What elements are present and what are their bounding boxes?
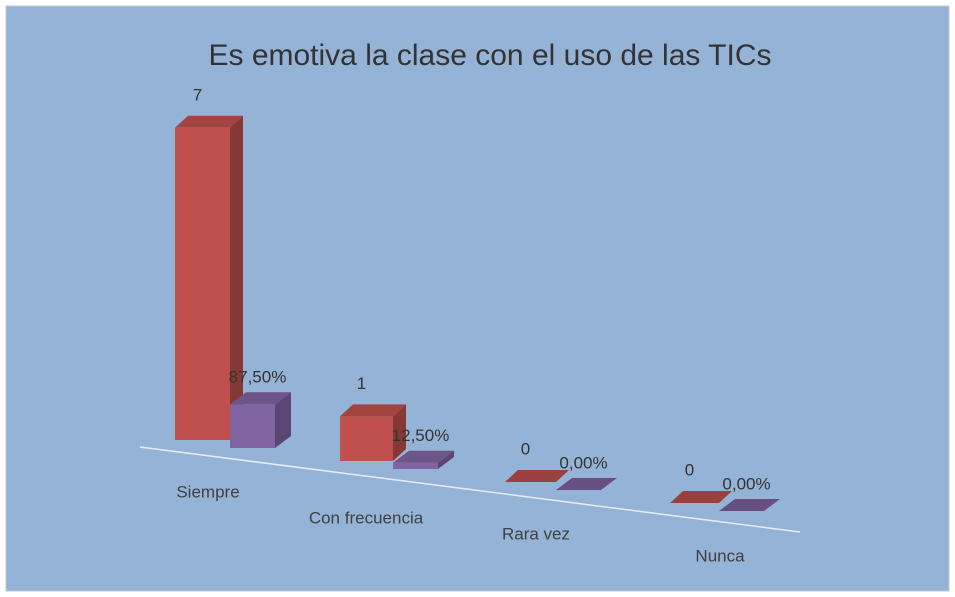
bar-top [175,115,243,128]
bar-top [670,491,732,503]
baseline [139,446,801,533]
value-label: 87,50% [229,368,287,387]
x-tick-label: Siempre [176,482,239,501]
value-label: 12,50% [392,426,450,445]
x-tick-label: Rara vez [502,524,570,543]
bar [230,404,275,448]
value-label: 7 [193,85,202,104]
bar-top [719,499,780,511]
chart-title: Es emotiva la clase con el uso de las TI… [208,39,771,72]
bar-top [556,478,617,490]
x-tick-label: Nunca [695,546,745,565]
bar-side [393,404,406,461]
chart-background [5,5,950,592]
bar [175,127,230,441]
x-tick-label: Con frecuencia [309,508,424,527]
value-label: 0 [521,439,530,458]
value-label: 0,00% [722,474,770,493]
bar-top [505,470,569,482]
bar [393,462,438,469]
value-label: 0,00% [559,453,607,472]
bar-side [275,392,291,448]
bar [340,416,393,461]
bar-top [340,404,406,417]
bar-top [230,392,291,405]
bar-side [230,115,243,441]
value-label: 0 [685,460,694,479]
bar-side [438,450,454,469]
bar-top [393,450,454,463]
value-label: 1 [357,374,366,393]
